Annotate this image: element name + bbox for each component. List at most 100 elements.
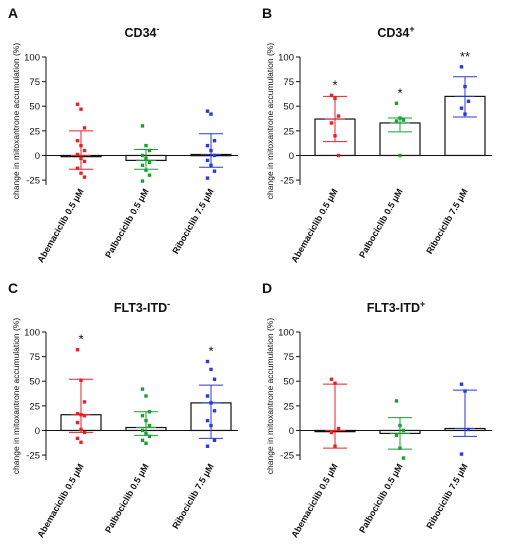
data-point [75,102,80,106]
data-point [79,413,83,417]
y-axis-label: change in mitoxantrone accumulation (%) [11,43,21,200]
data-point [398,153,402,158]
panel-letter: B [262,5,272,21]
data-point [75,152,80,157]
y-axis-label: change in mitoxantrone accumulation (%) [265,318,275,475]
data-point [209,367,213,372]
x-tick-label: Ribociclib 7.5 μM [170,187,215,256]
data-point [75,138,80,143]
data-point [144,156,148,161]
data-point [209,423,213,428]
data-point [466,427,471,432]
data-point [147,434,152,439]
data-point [401,118,406,122]
panel-letter: A [8,5,18,21]
data-point [398,446,402,450]
significance-mark: * [332,77,337,92]
data-point [463,389,467,393]
y-axis-label: change in mitoxantrone accumulation (%) [11,318,21,475]
x-tick-label: Ribociclib 7.5 μM [170,462,215,531]
data-point [82,148,87,153]
data-point [147,173,152,177]
data-point [82,400,87,404]
data-point [205,109,210,113]
data-point [394,101,399,105]
panel-title: FLT3-ITD- [114,299,170,315]
data-point [333,134,337,138]
y-tick-label: 0 [289,426,294,437]
data-point [336,153,341,158]
data-point [466,99,471,104]
data-point [140,387,145,391]
data-point [82,175,87,179]
panel-title: CD34+ [377,24,414,40]
y-tick-label: 100 [278,328,294,339]
y-tick-label: 100 [278,53,294,64]
data-point [147,160,152,165]
x-tick-label: Palbociclib 0.5 μM [103,187,151,260]
data-point [459,106,464,110]
data-point [336,114,341,118]
y-tick-label: 0 [289,151,294,162]
x-tick-label: Abemaciclib 0.5 μM [289,462,339,539]
panel-title-main: CD34 [377,26,409,40]
data-point [79,107,83,111]
data-point [401,456,406,460]
data-point [144,168,148,172]
panel-title-sup: - [167,299,170,309]
data-point [79,427,83,432]
data-point [209,163,213,168]
y-axis-label: change in mitoxantrone accumulation (%) [265,43,275,200]
data-point [209,148,213,153]
x-tick-label: Abemaciclib 0.5 μM [35,187,85,264]
data-point [394,119,399,123]
y-tick-label: 50 [283,377,294,388]
data-point [333,381,337,385]
data-point [144,418,148,423]
data-point [329,93,334,98]
data-point [140,179,145,183]
data-point [75,412,80,416]
data-point [140,428,145,433]
data-point [463,84,467,89]
data-point [401,428,406,433]
data-point [147,410,152,414]
data-point [212,169,217,173]
data-point [333,96,337,101]
y-tick-label: 25 [29,401,40,412]
data-point [205,418,210,423]
data-point [75,420,80,425]
panel-title-sup: - [156,24,159,34]
data-point [79,440,83,444]
significance-mark: * [397,85,402,100]
y-tick-label: -25 [280,451,294,462]
data-point [212,438,217,443]
y-tick-label: 75 [283,77,294,88]
data-point [147,148,152,153]
data-point [79,378,83,382]
panel-title-main: CD34 [125,26,157,40]
data-point [79,171,83,175]
data-point [336,426,341,431]
panel-a: A CD34- change in mitoxantrone accumulatio… [8,5,238,264]
data-point [140,413,145,418]
y-tick-label: 25 [283,401,294,412]
panel-title: CD34- [125,24,160,40]
data-point [394,399,399,403]
significance-mark: * [208,344,213,359]
x-tick-label: Palbociclib 0.5 μM [357,187,405,260]
y-tick-label: -25 [26,176,40,187]
significance-mark: ** [460,49,470,64]
data-point [212,153,217,158]
panel-letter: D [262,280,272,296]
data-point [329,377,334,381]
data-point [212,409,217,413]
y-tick-label: 0 [35,151,40,162]
y-tick-label: -25 [280,176,294,187]
data-point [212,138,217,143]
data-point [82,159,87,164]
data-point [147,423,152,428]
y-tick-label: 50 [283,102,294,113]
data-point [82,126,87,130]
